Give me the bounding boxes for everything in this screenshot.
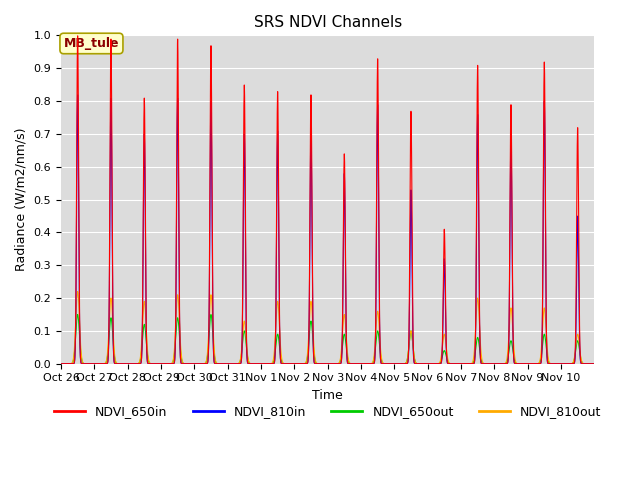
X-axis label: Time: Time: [312, 389, 343, 402]
Text: MB_tule: MB_tule: [64, 37, 119, 50]
Title: SRS NDVI Channels: SRS NDVI Channels: [253, 15, 402, 30]
Y-axis label: Radiance (W/m2/nm/s): Radiance (W/m2/nm/s): [15, 128, 28, 271]
Legend: NDVI_650in, NDVI_810in, NDVI_650out, NDVI_810out: NDVI_650in, NDVI_810in, NDVI_650out, NDV…: [49, 400, 606, 423]
